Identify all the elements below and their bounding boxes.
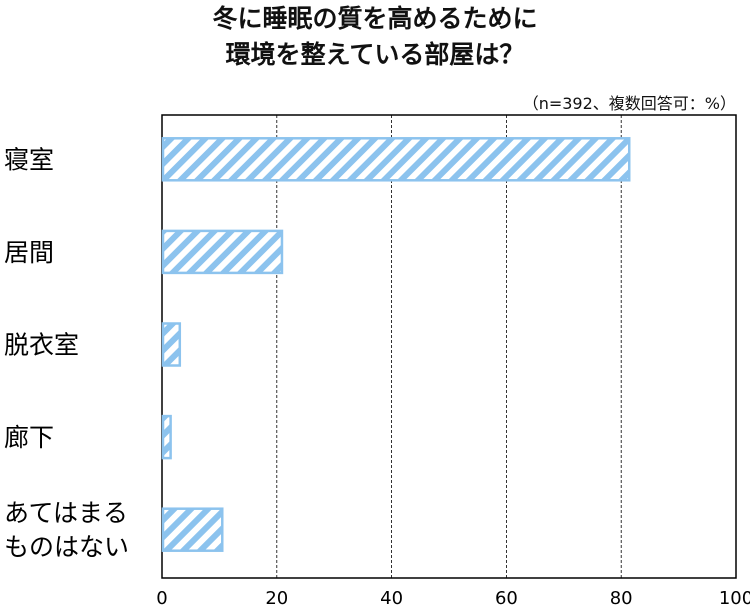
bar [161,137,631,182]
category-label: 脱衣室 [4,331,79,360]
x-tick-label: 20 [265,588,288,608]
bar [161,507,224,552]
x-tick-label: 0 [156,588,167,608]
x-tick-label: 100 [719,588,750,608]
category-label: 居間 [4,238,54,267]
chart-title-line-1: 冬に睡眠の質を高めるために [212,4,538,33]
category-label: 廊下 [4,423,54,452]
x-tick-label: 60 [495,588,518,608]
x-tick-label: 80 [610,588,633,608]
sample-note: （n=392、複数回答可：%） [522,94,736,113]
bar [161,322,182,367]
chart-title-line-2: 環境を整えている部屋は？ [225,40,525,69]
category-label: あてはまるものはない [4,499,129,562]
bar [161,229,284,275]
bar [161,414,172,460]
category-label: 寝室 [4,145,54,174]
plot-frame [161,114,737,579]
x-tick-label: 40 [380,588,403,608]
